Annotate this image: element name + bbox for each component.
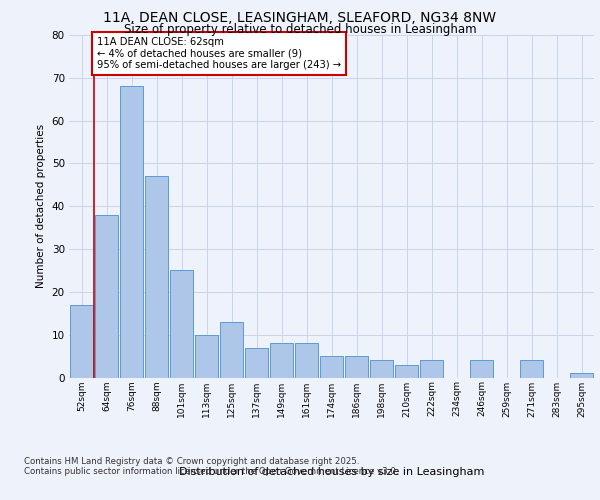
Bar bbox=[220, 322, 243, 378]
Text: 11A DEAN CLOSE: 62sqm
← 4% of detached houses are smaller (9)
95% of semi-detach: 11A DEAN CLOSE: 62sqm ← 4% of detached h… bbox=[97, 37, 341, 70]
Bar bbox=[95, 215, 118, 378]
Bar bbox=[270, 343, 293, 378]
Bar bbox=[320, 356, 343, 378]
Text: Contains public sector information licensed under the Open Government Licence v3: Contains public sector information licen… bbox=[24, 468, 398, 476]
Text: 11A, DEAN CLOSE, LEASINGHAM, SLEAFORD, NG34 8NW: 11A, DEAN CLOSE, LEASINGHAM, SLEAFORD, N… bbox=[103, 11, 497, 25]
Y-axis label: Number of detached properties: Number of detached properties bbox=[36, 124, 46, 288]
Bar bbox=[470, 360, 493, 378]
Bar bbox=[570, 373, 593, 378]
Bar bbox=[345, 356, 368, 378]
Bar bbox=[195, 334, 218, 378]
Bar bbox=[520, 360, 543, 378]
Bar bbox=[145, 176, 168, 378]
Bar bbox=[370, 360, 393, 378]
Bar bbox=[395, 364, 418, 378]
Bar bbox=[295, 343, 318, 378]
Bar bbox=[170, 270, 193, 378]
X-axis label: Distribution of detached houses by size in Leasingham: Distribution of detached houses by size … bbox=[179, 466, 484, 476]
Bar bbox=[120, 86, 143, 378]
Bar bbox=[70, 304, 93, 378]
Text: Size of property relative to detached houses in Leasingham: Size of property relative to detached ho… bbox=[124, 22, 476, 36]
Bar bbox=[245, 348, 268, 378]
Bar bbox=[420, 360, 443, 378]
Text: Contains HM Land Registry data © Crown copyright and database right 2025.: Contains HM Land Registry data © Crown c… bbox=[24, 458, 359, 466]
